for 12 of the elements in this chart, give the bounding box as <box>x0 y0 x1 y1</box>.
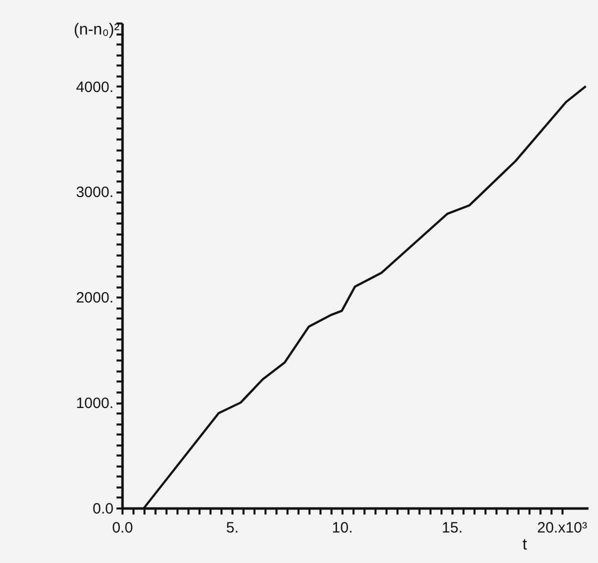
x-tick-label: 10. <box>332 520 353 536</box>
y-axis-title: (n-n₀)² <box>74 22 120 38</box>
x-tick-label: 0.0 <box>112 520 133 536</box>
x-tick-label: 5. <box>226 520 239 536</box>
y-tick-label: 1000. <box>76 395 114 412</box>
y-tick-label: 3000. <box>76 184 114 202</box>
x-tick-label: 15. <box>442 520 463 536</box>
x-axis-title: t <box>522 536 528 554</box>
y-tick-label: 2000. <box>76 290 114 307</box>
y-tick-label: 4000. <box>76 78 114 96</box>
x-tick-label: 20.x10³ <box>537 520 588 536</box>
y-tick-label: 0.0 <box>92 500 114 518</box>
